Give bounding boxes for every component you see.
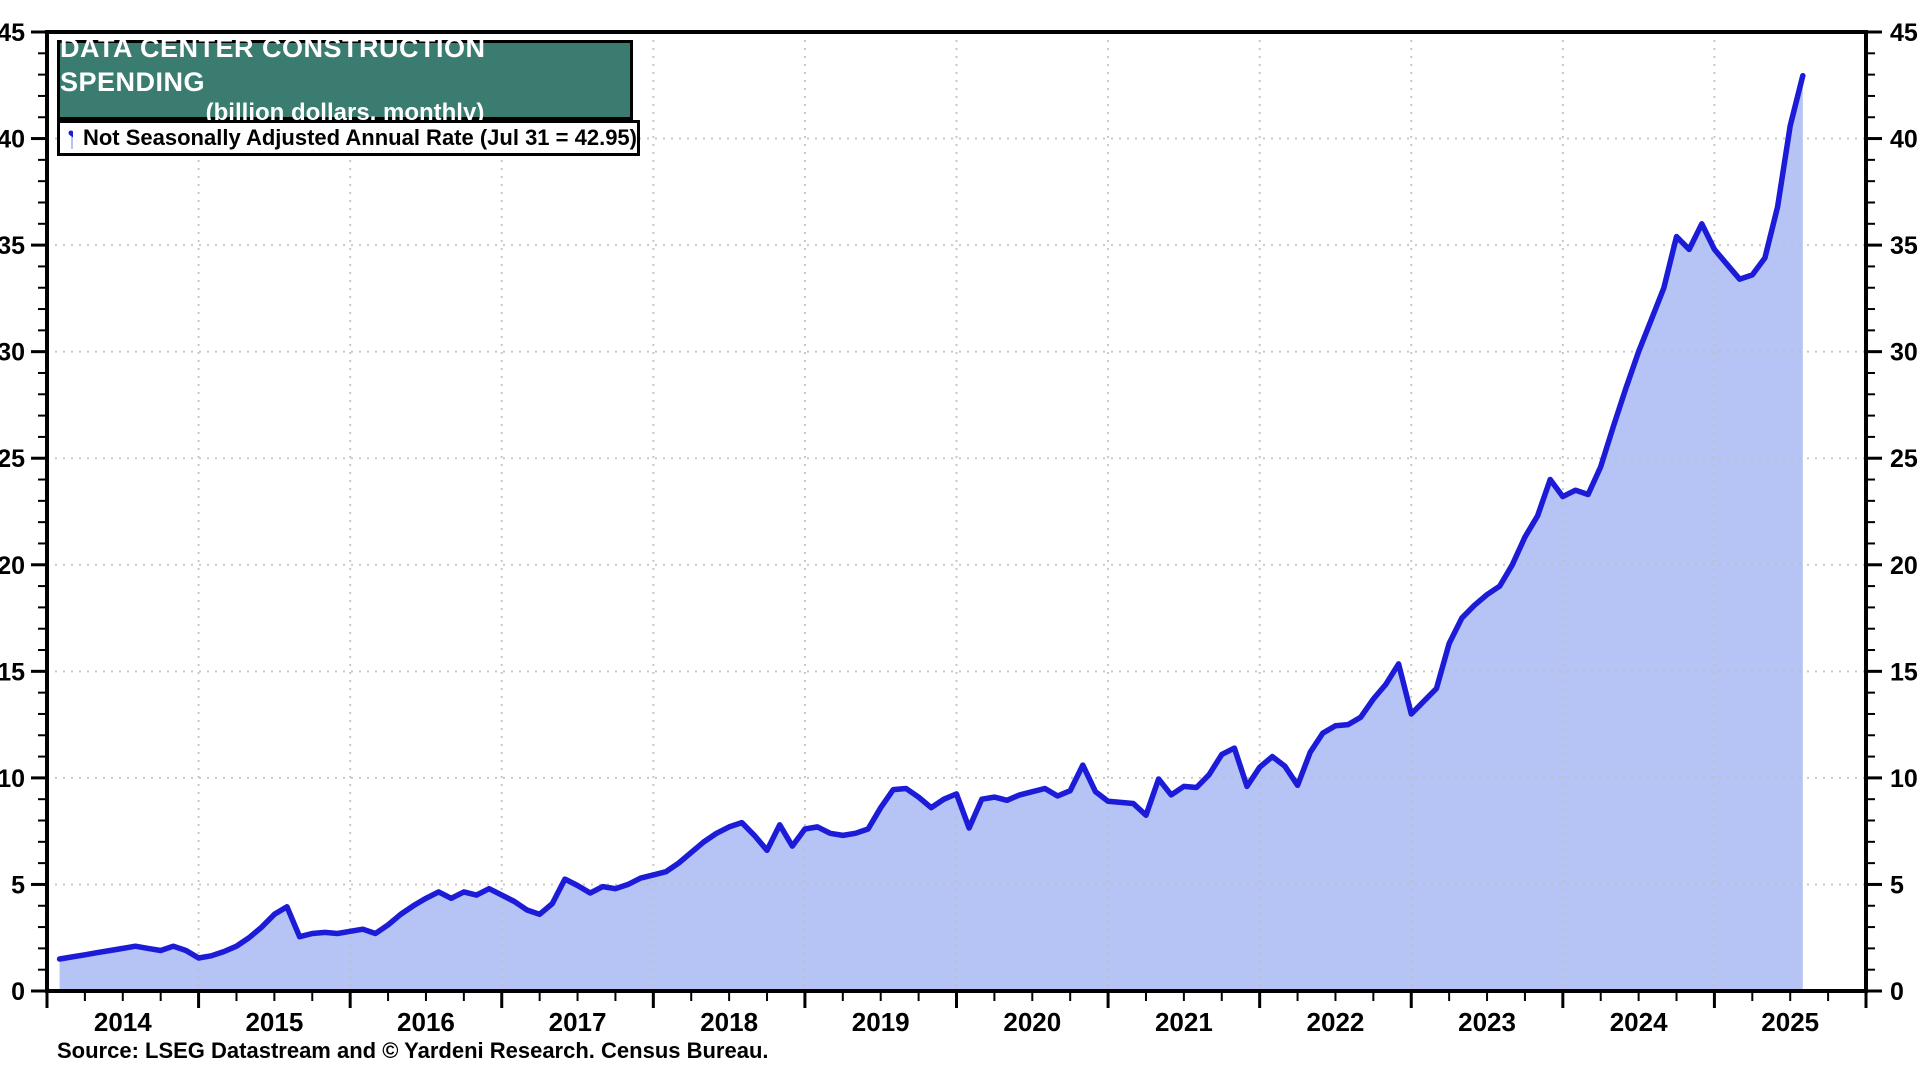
axis-tick-label: 0: [11, 978, 25, 1006]
legend-label: Not Seasonally Adjusted Annual Rate (Jul…: [82, 125, 637, 150]
axis-tick-label: 35: [1890, 232, 1918, 260]
axis-tick-label: 2020: [1003, 1007, 1061, 1037]
axis-tick-label: 2014: [94, 1007, 152, 1037]
axis-tick-label: 30: [0, 339, 25, 367]
chart-title-box: DATA CENTER CONSTRUCTION SPENDING (billi…: [57, 33, 633, 126]
axis-tick-label: 2016: [397, 1007, 455, 1037]
axis-tick-label: 2018: [700, 1007, 758, 1037]
legend-swatch-icon: [68, 130, 73, 149]
axis-ticks: [31, 30, 1882, 1008]
axis-tick-label: 5: [11, 871, 25, 899]
legend: Not Seasonally Adjusted Annual Rate (Jul…: [57, 120, 640, 156]
axis-tick-label: 2023: [1458, 1007, 1516, 1037]
axis-tick-label: 10: [1890, 765, 1918, 793]
axis-tick-label: 10: [0, 765, 25, 793]
axis-tick-label: 35: [0, 232, 25, 260]
axis-tick-label: 0: [1890, 978, 1904, 1006]
source-attribution: Source: LSEG Datastream and © Yardeni Re…: [57, 1038, 769, 1063]
axis-tick-label: 2021: [1155, 1007, 1213, 1037]
axis-tick-label: 2025: [1761, 1007, 1819, 1037]
axis-tick-label: 2024: [1610, 1007, 1668, 1037]
axis-tick-label: 40: [1890, 126, 1918, 154]
plot-frame: [45, 30, 1868, 993]
chart-title: DATA CENTER CONSTRUCTION SPENDING: [60, 32, 486, 97]
axis-tick-label: 25: [0, 445, 25, 473]
axis-tick-label: 2017: [549, 1007, 607, 1037]
axis-tick-label: 2022: [1307, 1007, 1365, 1037]
axis-tick-label: 20: [1890, 552, 1918, 580]
axis-tick-label: 15: [1890, 658, 1918, 686]
axis-tick-label: 20: [0, 552, 25, 580]
axis-tick-label: 5: [1890, 871, 1904, 899]
axis-tick-label: 2019: [852, 1007, 910, 1037]
series-line: [56, 72, 1806, 962]
axis-tick-label: 25: [1890, 445, 1918, 473]
axis-tick-label: 45: [1890, 19, 1918, 47]
axis-tick-label: 40: [0, 126, 25, 154]
axis-tick-label: 2015: [245, 1007, 303, 1037]
axis-tick-label: 45: [0, 19, 25, 47]
series-area-fill: [59, 75, 1803, 991]
axis-tick-label: 30: [1890, 339, 1918, 367]
axis-tick-label: 15: [0, 658, 25, 686]
